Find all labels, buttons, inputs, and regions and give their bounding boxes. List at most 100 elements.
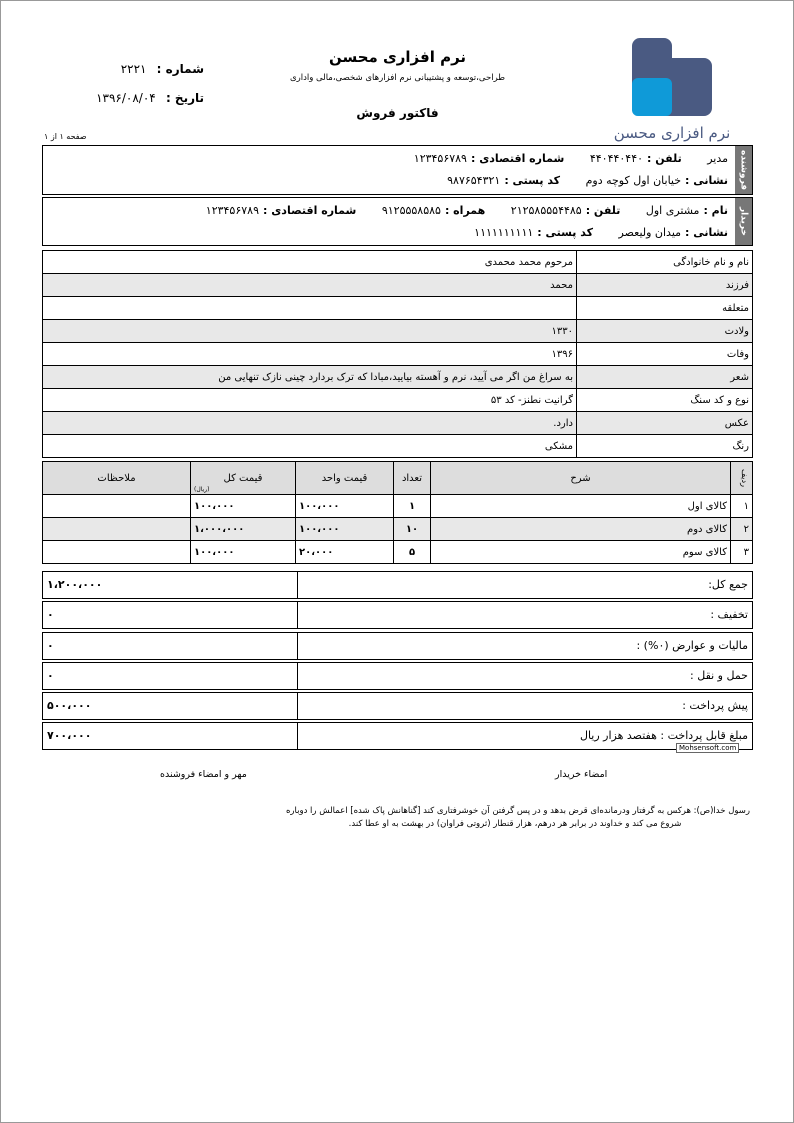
company-name: نرم افزاری محسن (328, 48, 467, 66)
item-total: ۱۰۰،۰۰۰ (190, 540, 296, 564)
seller-postal-label: کد پستی : (504, 174, 561, 187)
logo-text: نرم افزاری محسن (613, 124, 731, 142)
details-label: ولادت (576, 319, 753, 343)
seller-econ: ۱۲۳۴۵۶۷۸۹ (413, 152, 467, 165)
buyer-name: مشتری اول (645, 204, 700, 217)
buyer-line-2: نشانی :میدان ولیعصر کد پستی :۱۱۱۱۱۱۱۱۱۱ (470, 226, 728, 239)
item-desc: کالای دوم (430, 517, 731, 541)
item-notes (42, 540, 191, 564)
summary-value: ۰ (47, 639, 54, 652)
items-table: ردیف شرح تعداد قیمت واحد قیمت کل (ریال) م… (42, 461, 753, 564)
buyer-mobile-label: همراه : (444, 204, 486, 217)
details-value: محمد (42, 273, 577, 297)
details-label: نوع و کد سنگ (576, 388, 753, 412)
invoice-number: شماره : ۲۲۲۱ (121, 62, 204, 76)
seller-address: خیابان اول کوچه دوم (585, 174, 682, 187)
buyer-econ-label: شماره اقتصادی : (262, 204, 357, 217)
summary-value: ۱،۲۰۰،۰۰۰ (47, 578, 103, 591)
summary-value: ۰ (47, 669, 54, 682)
item-row-number: ۱ (730, 494, 753, 518)
seller-address-label: نشانی : (685, 174, 728, 187)
details-row: نوع و کد سنگ گرانیت نطنز- کد ۵۳ (42, 388, 753, 412)
details-row: وفات ۱۳۹۶ (42, 342, 753, 366)
logo: نرم افزاری محسن (612, 38, 732, 142)
seller-phone-label: تلفن : (647, 152, 682, 165)
details-value: ۱۳۹۶ (42, 342, 577, 366)
summary-row: پیش پرداخت : ۵۰۰،۰۰۰ (42, 692, 753, 720)
details-row: ولادت ۱۳۳۰ (42, 319, 753, 343)
buyer-postal-label: کد پستی : (537, 226, 594, 239)
item-qty: ۱۰ (393, 517, 431, 541)
summary-value: ۷۰۰،۰۰۰ (47, 729, 92, 742)
buyer-side-label: خریدار (735, 198, 752, 245)
details-row: متعلقه (42, 296, 753, 320)
seller-line-1: مدیر تلفن :۴۴۰۴۴۰۴۴۰ شماره اقتصادی :۱۲۳۴… (410, 152, 728, 165)
details-value: مشکی (42, 434, 577, 458)
details-value (42, 296, 577, 320)
logo-icon (632, 38, 712, 116)
summary-value: ۵۰۰،۰۰۰ (47, 699, 92, 712)
buyer-line-1: نام :مشتری اول تلفن :۲۱۲۵۸۵۵۵۴۴۸۵ همراه … (202, 204, 728, 217)
item-notes (42, 494, 191, 518)
details-label: عکس (576, 411, 753, 435)
col-qty: تعداد (393, 461, 431, 495)
summary-row: تخفیف : ۰ (42, 601, 753, 629)
number-value: ۲۲۲۱ (120, 62, 147, 76)
summary-label: پیش پرداخت : (297, 693, 752, 719)
watermark: Mohsensoft.com (676, 743, 740, 753)
details-label: وفات (576, 342, 753, 366)
item-unit-price: ۲۰،۰۰۰ (295, 540, 394, 564)
seller-econ-label: شماره اقتصادی : (470, 152, 565, 165)
item-row-number: ۳ (730, 540, 753, 564)
seller-box: فروشنده مدیر تلفن :۴۴۰۴۴۰۴۴۰ شماره اقتصا… (42, 145, 753, 195)
item-row: ۲ کالای دوم ۱۰ ۱۰۰،۰۰۰ ۱،۰۰۰،۰۰۰ (42, 517, 753, 541)
col-desc: شرح (430, 461, 731, 495)
item-total: ۱،۰۰۰،۰۰۰ (190, 517, 296, 541)
item-notes (42, 517, 191, 541)
details-row: فرزند محمد (42, 273, 753, 297)
buyer-name-label: نام : (703, 204, 728, 217)
item-row: ۳ کالای سوم ۵ ۲۰،۰۰۰ ۱۰۰،۰۰۰ (42, 540, 753, 564)
buyer-box: خریدار نام :مشتری اول تلفن :۲۱۲۵۸۵۵۵۴۴۸۵… (42, 197, 753, 246)
details-value: مرحوم محمد محمدی (42, 250, 577, 274)
details-label: شعر (576, 365, 753, 389)
summary-value: ۰ (47, 608, 54, 621)
item-unit-price: ۱۰۰،۰۰۰ (295, 494, 394, 518)
summary-label: مالیات و عوارض (۰%) : (297, 633, 752, 659)
buyer-phone-label: تلفن : (585, 204, 621, 217)
page-indicator: صفحه ۱ از ۱ (44, 132, 87, 141)
item-row-number: ۲ (730, 517, 753, 541)
seller-line-2: نشانی :خیابان اول کوچه دوم کد پستی :۹۸۷۶… (443, 174, 728, 187)
invoice-date: تاریخ : ۱۳۹۶/۰۸/۰۴ (96, 91, 204, 105)
summary-row: مبلغ قابل پرداخت : هفتصد هزار ریال ۷۰۰،۰۰… (42, 722, 753, 750)
seller-postal: ۹۸۷۶۵۴۳۲۱ (447, 174, 501, 187)
doc-title: فاکتور فروش (356, 106, 439, 120)
number-label: شماره : (156, 62, 204, 76)
date-label: تاریخ : (165, 91, 204, 105)
details-label: متعلقه (576, 296, 753, 320)
details-label: رنگ (576, 434, 753, 458)
seller-name: مدیر (707, 152, 728, 165)
item-desc: کالای اول (430, 494, 731, 518)
item-qty: ۵ (393, 540, 431, 564)
summary-row: مالیات و عوارض (۰%) : ۰ (42, 632, 753, 660)
seller-side-label: فروشنده (735, 146, 752, 194)
summary-label: مبلغ قابل پرداخت : هفتصد هزار ریال (297, 723, 752, 749)
col-notes: ملاحظات (42, 461, 191, 495)
buyer-econ: ۱۲۳۴۵۶۷۸۹ (205, 204, 259, 217)
details-row: شعر به سراغ من اگر می آیید، نرم و آهسته ب… (42, 365, 753, 389)
details-row: عکس دارد. (42, 411, 753, 435)
footer-hadith: رسول خدا(ص): هرکس به گرفتار ودرمانده‌ای … (285, 806, 750, 829)
buyer-mobile: ۹۱۲۵۵۵۸۵۸۵ (381, 204, 441, 217)
seller-phone: ۴۴۰۴۴۰۴۴۰ (589, 152, 644, 165)
col-total: قیمت کل (ریال) (190, 461, 296, 495)
summary-label: جمع کل: (297, 572, 752, 598)
buyer-address-label: نشانی : (685, 226, 728, 239)
details-row: رنگ مشکی (42, 434, 753, 458)
details-table: نام و نام خانوادگی مرحوم محمد محمدی فرزند م… (42, 250, 753, 458)
summary-label: حمل و نقل : (297, 663, 752, 689)
summary-row: حمل و نقل : ۰ (42, 662, 753, 690)
details-value: دارد. (42, 411, 577, 435)
col-unit: قیمت واحد (295, 461, 394, 495)
details-row: نام و نام خانوادگی مرحوم محمد محمدی (42, 250, 753, 274)
